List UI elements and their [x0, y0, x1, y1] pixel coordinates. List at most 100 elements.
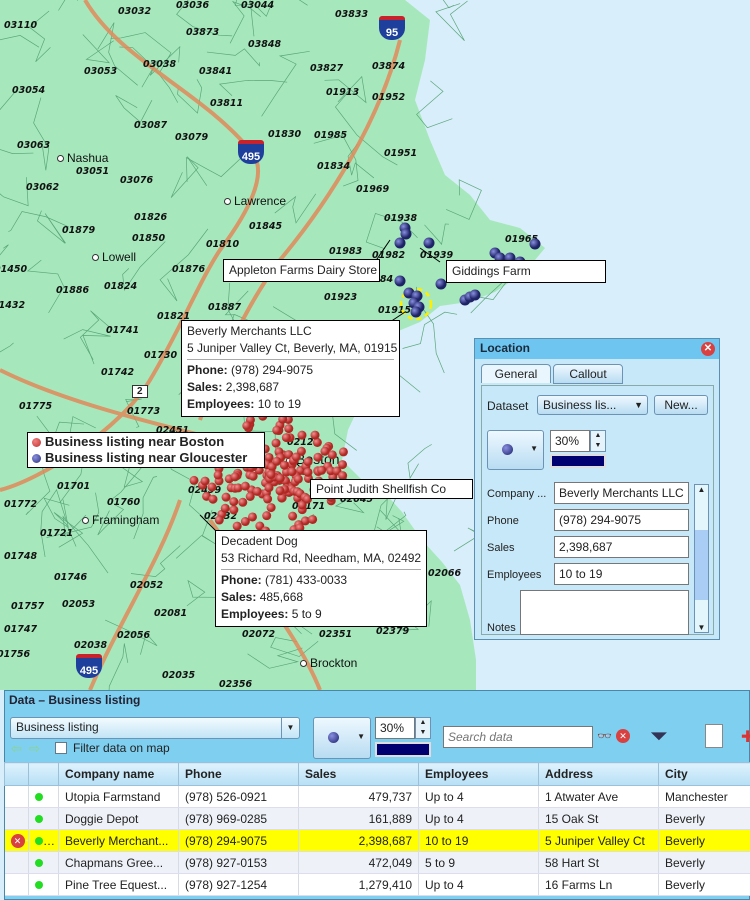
new-record-icon[interactable]	[705, 724, 723, 748]
column-header-employees[interactable]: Employees	[418, 762, 539, 786]
boston-listing-marker[interactable]	[271, 438, 281, 448]
column-header-company[interactable]: Company name	[58, 762, 179, 786]
employees-field[interactable]: 10 to 19	[554, 563, 689, 585]
boston-listing-marker[interactable]	[266, 503, 276, 513]
gloucester-listing-marker[interactable]	[529, 238, 541, 250]
boston-listing-marker[interactable]	[338, 460, 348, 470]
callout-decadent-dog[interactable]: Decadent Dog 53 Richard Rd, Needham, MA,…	[215, 530, 427, 627]
boston-listing-marker[interactable]	[308, 514, 318, 524]
gloucester-listing-marker[interactable]	[435, 278, 447, 290]
boston-listing-marker[interactable]	[287, 467, 297, 477]
search-input[interactable]	[443, 726, 593, 748]
boston-listing-marker[interactable]	[275, 473, 285, 483]
symbol-picker[interactable]: ▼	[487, 430, 544, 470]
boston-listing-marker[interactable]	[252, 486, 262, 496]
tab-callout[interactable]: Callout	[553, 364, 623, 384]
table-row[interactable]: Chapmans Gree... (978) 927-0153 472,049 5 t…	[4, 851, 750, 874]
cell-address[interactable]: 58 Hart St	[538, 851, 659, 874]
callout-giddings-farm[interactable]: Giddings Farm	[446, 260, 606, 283]
dataset-select[interactable]: Business lis... ▼	[537, 395, 648, 415]
phone-field[interactable]: (978) 294-9075	[554, 509, 689, 531]
cell-employees[interactable]: 5 to 9	[418, 851, 539, 874]
boston-listing-marker[interactable]	[263, 494, 273, 504]
company-field[interactable]: Beverly Merchants LLC	[554, 482, 689, 504]
boston-listing-marker[interactable]	[300, 516, 310, 526]
boston-listing-marker[interactable]	[320, 446, 330, 456]
callout-point-judith[interactable]: Point Judith Shellfish Co	[310, 479, 473, 499]
row-select-cell[interactable]	[4, 807, 29, 830]
column-header-phone[interactable]: Phone	[178, 762, 299, 786]
cell-company[interactable]: Pine Tree Equest...	[58, 873, 179, 896]
cell-employees[interactable]: Up to 4	[418, 785, 539, 808]
cell-city[interactable]: Beverly	[658, 829, 750, 852]
funnel-filter-icon[interactable]: ⏷	[650, 723, 668, 748]
boston-listing-marker[interactable]	[233, 483, 243, 493]
filter-checkbox[interactable]	[55, 742, 67, 754]
cell-city[interactable]: Beverly	[658, 807, 750, 830]
remove-icon[interactable]: ✕	[10, 834, 25, 848]
boston-listing-marker[interactable]	[303, 467, 313, 477]
boston-listing-marker[interactable]	[279, 460, 289, 470]
table-row[interactable]: Doggie Depot (978) 969-0285 161,889 Up to 4…	[4, 807, 750, 830]
boston-listing-marker[interactable]	[310, 430, 320, 440]
boston-listing-marker[interactable]	[214, 515, 224, 525]
sales-field[interactable]: 2,398,687	[554, 536, 689, 558]
boston-listing-marker[interactable]	[303, 457, 313, 467]
boston-listing-marker[interactable]	[229, 497, 239, 507]
scrollbar-thumb[interactable]	[695, 530, 708, 600]
opacity-stepper[interactable]: ▲ ▼	[590, 430, 606, 452]
column-header-sales[interactable]: Sales	[298, 762, 419, 786]
callout-beverly-merchants[interactable]: Beverly Merchants LLC 5 Juniper Valley C…	[181, 320, 400, 417]
cell-address[interactable]: 16 Farms Ln	[538, 873, 659, 896]
boston-listing-marker[interactable]	[238, 497, 248, 507]
cell-address[interactable]: 5 Juniper Valley Ct	[538, 829, 659, 852]
gloucester-listing-marker[interactable]	[410, 306, 422, 318]
new-dataset-button[interactable]: New...	[654, 395, 708, 415]
delete-record-icon[interactable]: ✚	[741, 729, 750, 746]
gloucester-listing-marker[interactable]	[394, 237, 406, 249]
cell-employees[interactable]: 10 to 19	[418, 829, 539, 852]
color-swatch[interactable]	[375, 742, 431, 757]
cell-phone[interactable]: (978) 927-1254	[178, 873, 299, 896]
callout-appleton-farms[interactable]: Appleton Farms Dairy Store	[223, 259, 380, 282]
gloucester-listing-marker[interactable]	[400, 228, 412, 240]
boston-listing-marker[interactable]	[240, 517, 250, 527]
scroll-down-icon[interactable]: ▼	[697, 623, 706, 632]
boston-listing-marker[interactable]	[264, 483, 274, 493]
cell-phone[interactable]: (978) 927-0153	[178, 851, 299, 874]
boston-listing-marker[interactable]	[297, 430, 307, 440]
boston-listing-marker[interactable]	[272, 425, 282, 435]
scrollbar[interactable]: ▲ ▼	[694, 484, 709, 633]
boston-listing-marker[interactable]	[327, 450, 337, 460]
boston-listing-marker[interactable]	[229, 505, 239, 515]
boston-listing-marker[interactable]	[207, 482, 217, 492]
boston-listing-marker[interactable]	[247, 512, 257, 522]
cell-city[interactable]: Beverly	[658, 873, 750, 896]
boston-listing-marker[interactable]	[312, 437, 322, 447]
cell-sales[interactable]: 1,279,410	[298, 873, 419, 896]
notes-field[interactable]	[520, 590, 689, 635]
boston-listing-marker[interactable]	[221, 492, 231, 502]
cell-city[interactable]: Beverly	[658, 851, 750, 874]
opacity-stepper[interactable]: ▲ ▼	[415, 717, 431, 739]
symbol-picker[interactable]: ▼	[313, 717, 371, 759]
boston-listing-marker[interactable]	[240, 481, 250, 491]
boston-listing-marker[interactable]	[302, 494, 312, 504]
tab-general[interactable]: General	[481, 364, 551, 383]
cell-employees[interactable]: Up to 4	[418, 807, 539, 830]
boston-listing-marker[interactable]	[297, 500, 307, 510]
table-row[interactable]: Pine Tree Equest... (978) 927-1254 1,279,4…	[4, 873, 750, 896]
boston-listing-marker[interactable]	[338, 471, 348, 481]
color-swatch[interactable]	[550, 454, 606, 468]
row-select-cell[interactable]: ✕	[4, 829, 29, 852]
gloucester-listing-marker[interactable]	[423, 237, 435, 249]
table-row[interactable]: Utopia Farmstand (978) 526-0921 479,737 Up …	[4, 785, 750, 808]
row-select-cell[interactable]	[4, 873, 29, 896]
cell-sales[interactable]: 161,889	[298, 807, 419, 830]
row-select-cell[interactable]	[4, 851, 29, 874]
cell-company[interactable]: Doggie Depot	[58, 807, 179, 830]
boston-listing-marker[interactable]	[264, 452, 274, 462]
boston-listing-marker[interactable]	[266, 470, 276, 480]
boston-listing-marker[interactable]	[248, 471, 258, 481]
